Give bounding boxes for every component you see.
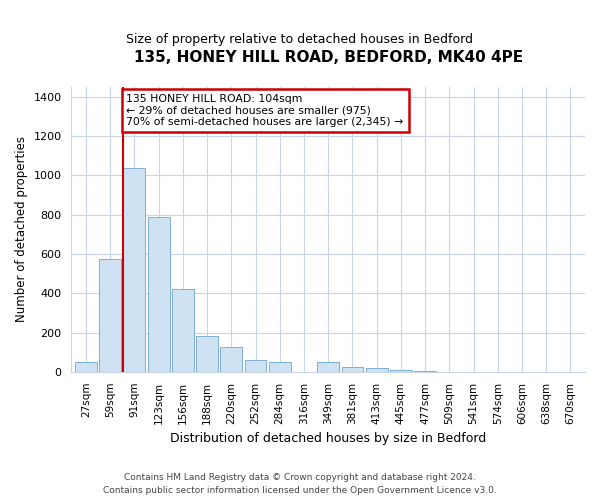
Bar	[245, 360, 266, 372]
Text: 135 HONEY HILL ROAD: 104sqm
← 29% of detached houses are smaller (975)
70% of se: 135 HONEY HILL ROAD: 104sqm ← 29% of det…	[127, 94, 404, 127]
X-axis label: Distribution of detached houses by size in Bedford: Distribution of detached houses by size …	[170, 432, 487, 445]
Bar	[366, 368, 388, 372]
Bar	[75, 362, 97, 372]
Bar	[124, 168, 145, 372]
Bar	[317, 362, 339, 372]
Bar	[148, 216, 170, 372]
Bar	[172, 290, 194, 372]
Title: 135, HONEY HILL ROAD, BEDFORD, MK40 4PE: 135, HONEY HILL ROAD, BEDFORD, MK40 4PE	[134, 50, 523, 65]
Bar	[390, 370, 412, 372]
Text: Size of property relative to detached houses in Bedford: Size of property relative to detached ho…	[127, 32, 473, 46]
Y-axis label: Number of detached properties: Number of detached properties	[15, 136, 28, 322]
Bar	[414, 371, 436, 372]
Bar	[99, 259, 121, 372]
Text: Contains HM Land Registry data © Crown copyright and database right 2024.
Contai: Contains HM Land Registry data © Crown c…	[103, 474, 497, 495]
Bar	[341, 367, 364, 372]
Bar	[196, 336, 218, 372]
Bar	[220, 348, 242, 372]
Bar	[269, 362, 290, 372]
